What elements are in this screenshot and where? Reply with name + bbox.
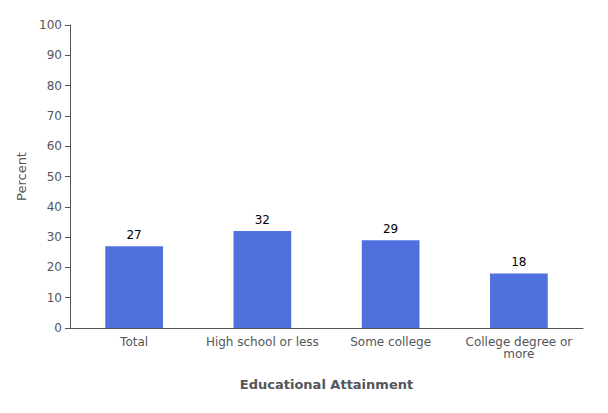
svg-text:30: 30 xyxy=(47,230,62,244)
svg-text:29: 29 xyxy=(383,222,398,236)
svg-text:90: 90 xyxy=(47,48,62,62)
svg-text:80: 80 xyxy=(47,79,62,93)
svg-text:18: 18 xyxy=(511,255,526,269)
svg-text:10: 10 xyxy=(47,291,62,305)
svg-text:32: 32 xyxy=(255,213,270,227)
svg-text:27: 27 xyxy=(126,228,141,242)
svg-text:more: more xyxy=(503,347,534,361)
svg-text:Total: Total xyxy=(119,335,148,349)
svg-text:College degree or: College degree or xyxy=(465,335,573,349)
svg-text:Some college: Some college xyxy=(350,335,431,349)
svg-text:70: 70 xyxy=(47,109,62,123)
svg-text:20: 20 xyxy=(47,260,62,274)
svg-text:Percent: Percent xyxy=(14,152,29,201)
svg-text:0: 0 xyxy=(54,321,62,335)
svg-text:Educational Attainment: Educational Attainment xyxy=(240,377,413,392)
svg-text:High school or less: High school or less xyxy=(206,335,319,349)
svg-text:60: 60 xyxy=(47,139,62,153)
svg-text:40: 40 xyxy=(47,200,62,214)
svg-text:50: 50 xyxy=(47,170,62,184)
svg-text:100: 100 xyxy=(39,18,62,32)
